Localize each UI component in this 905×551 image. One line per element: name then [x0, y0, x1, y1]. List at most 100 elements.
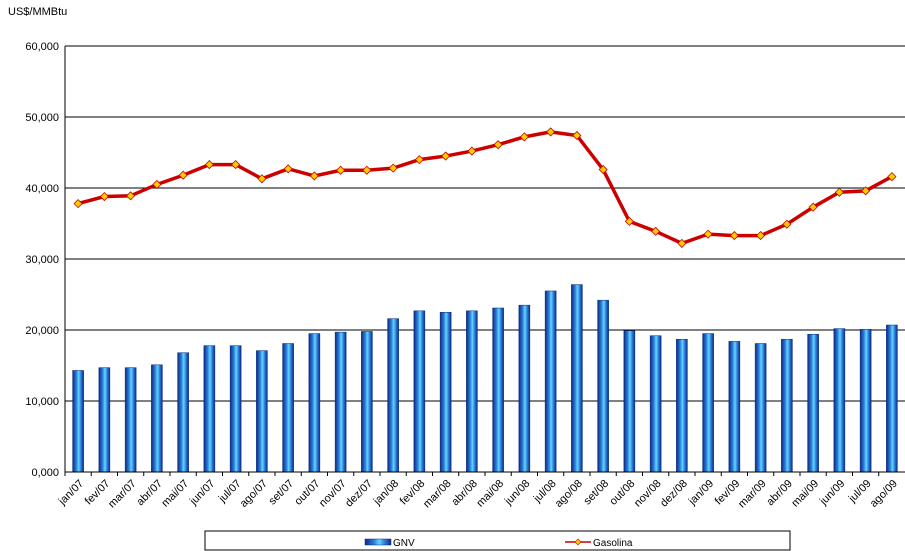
- legend-label: GNV: [393, 538, 415, 549]
- marker: [493, 140, 503, 150]
- legend-label: Gasolina: [593, 538, 633, 549]
- marker: [729, 231, 739, 241]
- marker: [204, 160, 214, 170]
- x-tick-label: mai/07: [159, 478, 191, 510]
- marker: [703, 229, 713, 239]
- bar: [544, 290, 557, 473]
- marker: [572, 130, 582, 141]
- marker: [519, 132, 529, 142]
- x-tick-label: mar/08: [421, 478, 454, 511]
- x-tick-label: dez/08: [658, 478, 690, 510]
- legend-marker: [574, 538, 582, 546]
- marker: [178, 170, 188, 180]
- x-tick-label: mai/09: [789, 478, 821, 510]
- marker: [756, 231, 766, 241]
- x-tick-label: set/07: [267, 478, 297, 508]
- bar: [623, 330, 636, 473]
- bar: [649, 335, 662, 473]
- bar: [518, 304, 531, 473]
- legend-swatch: [364, 538, 392, 546]
- marker: [231, 160, 241, 170]
- marker: [598, 164, 608, 175]
- marker: [388, 163, 398, 173]
- y-axis-title: US$/MMBtu: [8, 6, 67, 18]
- x-tick-label: mar/09: [736, 478, 769, 511]
- y-tick-label: 10,000: [25, 396, 59, 408]
- x-tick-label: abr/09: [764, 478, 795, 509]
- bar: [781, 338, 793, 473]
- bar: [492, 307, 504, 473]
- marker: [887, 172, 897, 182]
- bar: [859, 329, 872, 473]
- bar: [334, 331, 347, 473]
- x-tick-label: jan/08: [371, 478, 401, 508]
- bar: [676, 338, 688, 473]
- bar: [282, 343, 294, 473]
- y-tick-label: 30,000: [25, 254, 59, 266]
- y-tick-label: 0,000: [31, 467, 59, 479]
- bar: [439, 312, 452, 473]
- marker: [283, 164, 293, 174]
- x-tick-label: jun/07: [187, 478, 217, 508]
- bar: [124, 367, 137, 473]
- marker: [651, 226, 661, 236]
- x-tick-label: nov/07: [317, 478, 349, 510]
- marker: [362, 165, 372, 175]
- bar: [807, 334, 819, 473]
- bar: [571, 284, 583, 473]
- x-tick-label: mar/07: [106, 478, 139, 511]
- marker: [414, 155, 424, 165]
- bar: [754, 343, 767, 473]
- bar: [98, 367, 111, 473]
- marker: [624, 216, 634, 226]
- bar: [308, 333, 321, 473]
- x-tick-label: jun/08: [502, 478, 532, 508]
- legend-box: [204, 530, 791, 551]
- x-tick-label: jan/07: [56, 478, 86, 508]
- bar: [597, 299, 609, 473]
- marker: [309, 171, 319, 181]
- x-tick-label: mai/08: [474, 478, 506, 510]
- bar: [728, 341, 741, 473]
- bar: [387, 318, 399, 473]
- marker: [336, 165, 346, 175]
- marker: [152, 179, 162, 190]
- x-tick-label: abr/08: [449, 478, 480, 509]
- marker: [546, 127, 556, 137]
- marker: [467, 146, 477, 156]
- x-tick-label: ago/08: [553, 478, 585, 510]
- bar: [256, 350, 268, 473]
- marker: [73, 199, 83, 209]
- marker: [257, 174, 267, 184]
- bar: [702, 333, 714, 473]
- x-tick-label: set/08: [582, 478, 612, 508]
- marker: [782, 219, 792, 229]
- y-tick-label: 20,000: [25, 325, 59, 337]
- x-tick-label: ago/09: [868, 478, 900, 510]
- bar: [886, 324, 898, 473]
- bar: [72, 370, 84, 473]
- bar: [466, 310, 478, 473]
- x-tick-label: jun/09: [817, 478, 847, 508]
- marker: [99, 191, 109, 202]
- marker: [441, 151, 451, 161]
- marker: [126, 191, 136, 201]
- bar: [229, 345, 242, 473]
- bar: [177, 352, 189, 473]
- x-tick-label: dez/07: [343, 478, 375, 510]
- y-tick-label: 60,000: [25, 41, 59, 53]
- bar: [151, 364, 163, 473]
- bar: [361, 331, 373, 473]
- x-tick-label: abr/07: [134, 478, 165, 509]
- x-tick-label: ago/07: [238, 478, 270, 510]
- marker: [861, 186, 871, 196]
- bar: [833, 328, 846, 473]
- y-tick-label: 50,000: [25, 112, 59, 124]
- y-tick-label: 40,000: [25, 183, 59, 195]
- x-tick-label: jan/09: [686, 478, 716, 508]
- marker: [808, 202, 818, 212]
- x-tick-label: nov/08: [632, 478, 664, 510]
- marker: [834, 187, 844, 197]
- bar: [413, 310, 426, 473]
